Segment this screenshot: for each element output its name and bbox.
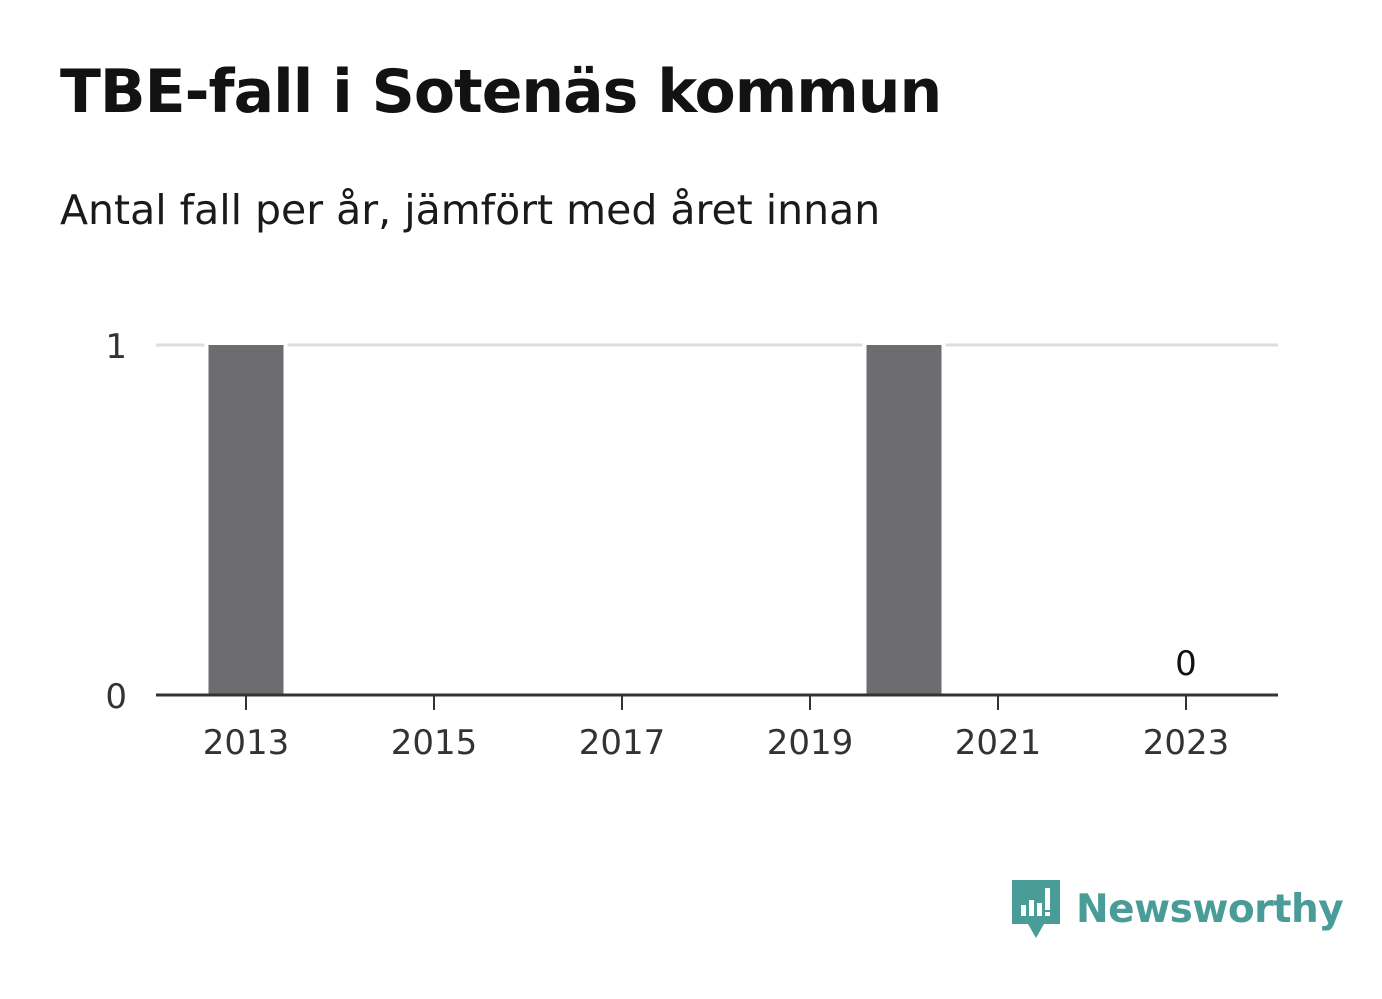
y-tick-label: 0 <box>105 677 127 717</box>
x-tick-label: 2015 <box>391 723 478 763</box>
chart-subtitle: Antal fall per år, jämfört med året inna… <box>60 186 881 234</box>
data-label: 0 <box>1175 644 1197 684</box>
chart-title: TBE-fall i Sotenäs kommun <box>60 57 942 127</box>
x-tick-label: 2017 <box>579 723 666 763</box>
x-tick-label: 2013 <box>203 723 290 763</box>
x-tick-label: 2023 <box>1143 723 1230 763</box>
x-tick-label: 2019 <box>767 723 854 763</box>
newsworthy-brand: Newsworthy <box>1010 878 1344 940</box>
brand-name: Newsworthy <box>1076 886 1344 932</box>
y-tick-label: 1 <box>105 327 127 367</box>
x-tick-label: 2021 <box>955 723 1042 763</box>
bar <box>208 345 284 695</box>
newsworthy-logo-icon <box>1012 880 1060 938</box>
bar <box>866 345 942 695</box>
